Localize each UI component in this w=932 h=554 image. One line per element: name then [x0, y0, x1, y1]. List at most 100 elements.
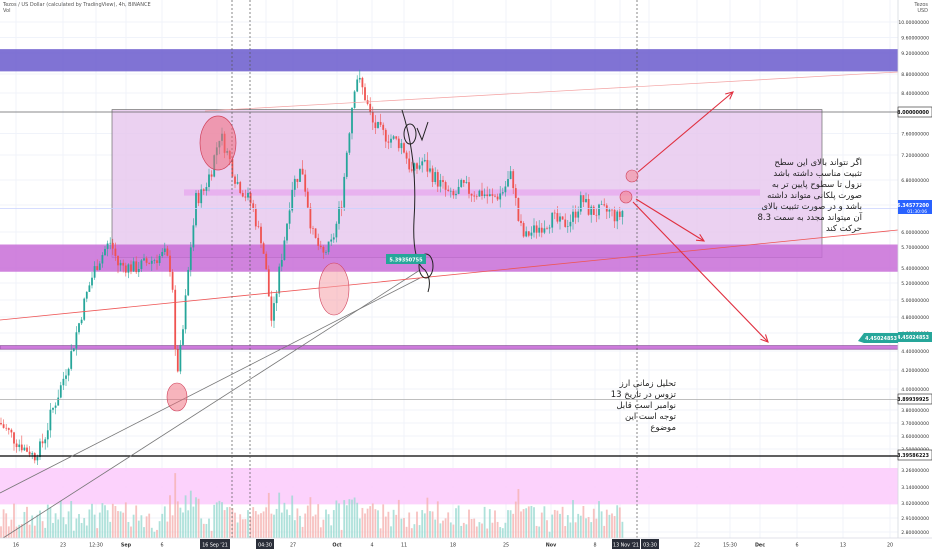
candle [585, 199, 587, 203]
volume-bar [553, 509, 556, 538]
candle [41, 441, 44, 444]
price-label: 3.39586223 [897, 453, 929, 459]
price-label-box [897, 106, 932, 118]
volume-bar [509, 510, 512, 538]
bottom-zone [0, 468, 898, 505]
volume-bar [512, 513, 515, 538]
volume-bar [546, 520, 548, 538]
x-axis-tick-label: 16 Sep '21 [202, 543, 228, 549]
volume-indicator-label[interactable]: Vol [3, 8, 11, 14]
volume-bar [408, 512, 411, 538]
candle [556, 213, 559, 222]
volume-bar [426, 497, 429, 538]
price-label: 6.34577200 [897, 203, 930, 209]
arrow-line [632, 201, 769, 343]
volume-bar [403, 517, 405, 538]
price-label-box [898, 332, 932, 342]
candle [504, 186, 507, 193]
candle [75, 332, 78, 349]
x-axis-tick-label: 6 [795, 543, 798, 549]
candle [364, 87, 366, 101]
candle [265, 253, 268, 270]
candle [31, 453, 34, 455]
volume-bar [436, 501, 439, 538]
x-axis-tick-label: Dec [755, 543, 765, 549]
y-axis-tick-label: 4.80000000 [901, 315, 929, 321]
candle [234, 176, 236, 184]
volume-bar [249, 516, 252, 538]
candle [395, 136, 398, 139]
candle [83, 298, 86, 320]
volume-bar [470, 518, 473, 538]
candle [104, 248, 106, 256]
candle [148, 262, 151, 264]
x-axis-tick-label: Sep [121, 543, 132, 549]
highlight-circle [625, 169, 639, 183]
candle [351, 107, 353, 134]
candle [403, 143, 405, 153]
candle [405, 152, 408, 159]
arrow-head [695, 233, 706, 242]
candle [153, 260, 156, 261]
annotation-note-2: تحلیل زمانی ارز تزوس در تاریخ 13 نوامبر … [610, 379, 676, 433]
candle [462, 179, 465, 183]
volume-bar [156, 529, 158, 538]
candle [501, 192, 504, 194]
symbol-title[interactable]: Tezos / US Dollar (calculated by Trading… [3, 2, 151, 8]
volume-bar [439, 523, 442, 538]
volume-bar [78, 514, 80, 538]
candle [301, 168, 304, 175]
volume-bar [192, 506, 195, 538]
candle [202, 189, 205, 191]
volume-bar [200, 518, 203, 538]
volume-bar [143, 527, 145, 538]
candle [137, 269, 140, 273]
x-axis-tick-label: 12:30 [89, 543, 103, 549]
candle [93, 266, 96, 278]
volume-bar [223, 510, 226, 538]
volume-bar [384, 516, 387, 538]
candle [195, 192, 197, 226]
arrow-head [725, 91, 734, 100]
candle [171, 271, 174, 290]
volume-bar [613, 516, 616, 538]
candle [57, 397, 60, 406]
volume-bar [457, 505, 460, 538]
volume-bar [327, 514, 330, 538]
candle [621, 211, 624, 217]
volume-bar [538, 526, 541, 538]
candle [416, 163, 418, 169]
candle [182, 329, 184, 345]
volume-bar [473, 518, 476, 538]
volume-bar [52, 522, 54, 538]
volume-bar [507, 510, 509, 538]
volume-bar [36, 514, 39, 538]
volume-bar [434, 519, 437, 538]
candle [101, 255, 104, 264]
candle [595, 214, 598, 216]
volume-bar [13, 503, 15, 538]
volume-bar [605, 509, 608, 538]
candle [582, 195, 585, 203]
candle [319, 245, 322, 247]
volume-bar [252, 507, 255, 538]
candles [0, 69, 624, 466]
y-axis-tick-label: 5.00000000 [901, 298, 929, 304]
candle [143, 258, 145, 261]
volume-bar [106, 510, 109, 538]
candle [88, 285, 91, 292]
candle [36, 456, 39, 461]
candle [343, 176, 346, 208]
volume-bar [265, 507, 268, 538]
volume-bar [356, 502, 359, 538]
volume-bar [62, 517, 65, 538]
volume-bar [358, 518, 361, 538]
volume-bar [39, 510, 41, 538]
candle [548, 227, 551, 229]
candle [600, 204, 603, 205]
volume-bar [163, 506, 166, 538]
volume-bar [31, 515, 34, 538]
volume-bar [465, 524, 468, 538]
